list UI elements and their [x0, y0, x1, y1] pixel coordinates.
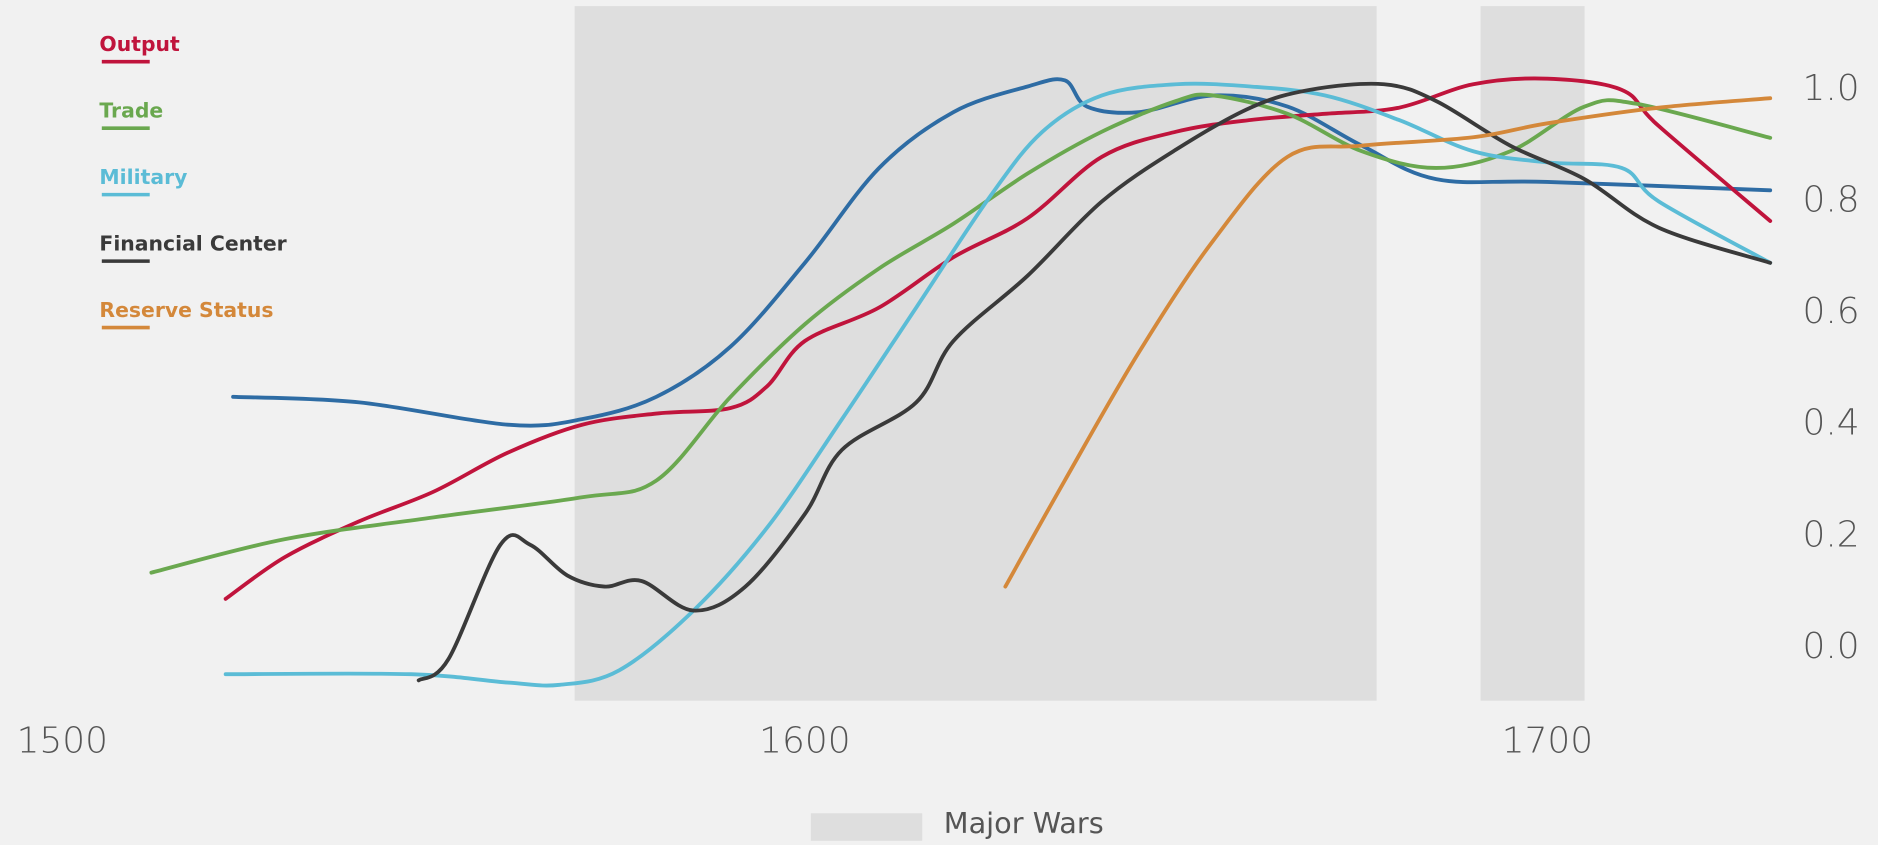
wars-legend-swatch — [810, 813, 923, 841]
war-band — [1480, 6, 1585, 701]
series-line — [223, 76, 1773, 601]
y-tick-label: 0.4 — [1803, 403, 1860, 444]
war-band — [574, 6, 1377, 701]
legend-label: Reserve Status — [99, 298, 273, 322]
legend-label: Output — [99, 32, 180, 56]
legend-label: Financial Center — [99, 231, 286, 255]
series-line — [223, 81, 1773, 688]
y-tick-label: 0.0 — [1803, 626, 1860, 667]
x-tick-label: 1500 — [17, 721, 108, 762]
series-line — [1003, 96, 1773, 589]
x-tick-label: 1700 — [1502, 721, 1593, 762]
legend-label: Trade — [99, 98, 163, 122]
x-tick-label: 1600 — [759, 721, 850, 762]
legend-label: Military — [99, 165, 187, 189]
y-tick-label: 0.6 — [1803, 291, 1860, 332]
y-tick-label: 0.2 — [1803, 514, 1860, 555]
y-tick-label: 1.0 — [1803, 68, 1860, 109]
series-line — [416, 81, 1773, 683]
y-tick-label: 0.8 — [1803, 179, 1860, 220]
wars-legend-label: Major Wars — [944, 806, 1104, 840]
